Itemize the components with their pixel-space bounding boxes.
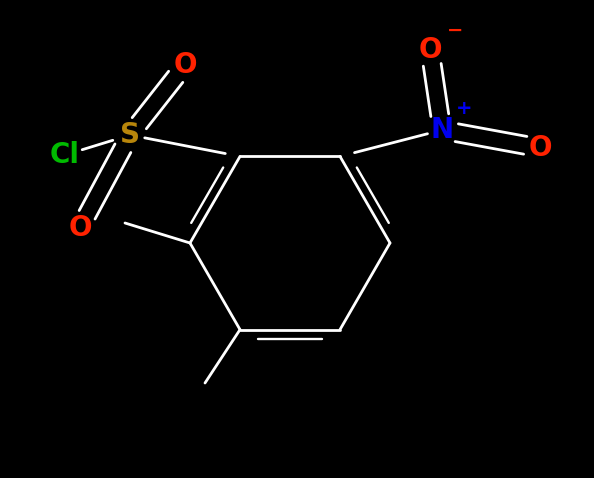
Text: S: S [120,121,140,149]
Text: O: O [528,134,552,162]
Text: O: O [418,36,442,64]
Text: −: − [447,21,463,40]
Text: O: O [173,51,197,79]
Text: Cl: Cl [50,141,80,169]
Text: O: O [68,214,91,242]
Text: N: N [431,116,454,144]
Text: +: + [456,98,472,118]
